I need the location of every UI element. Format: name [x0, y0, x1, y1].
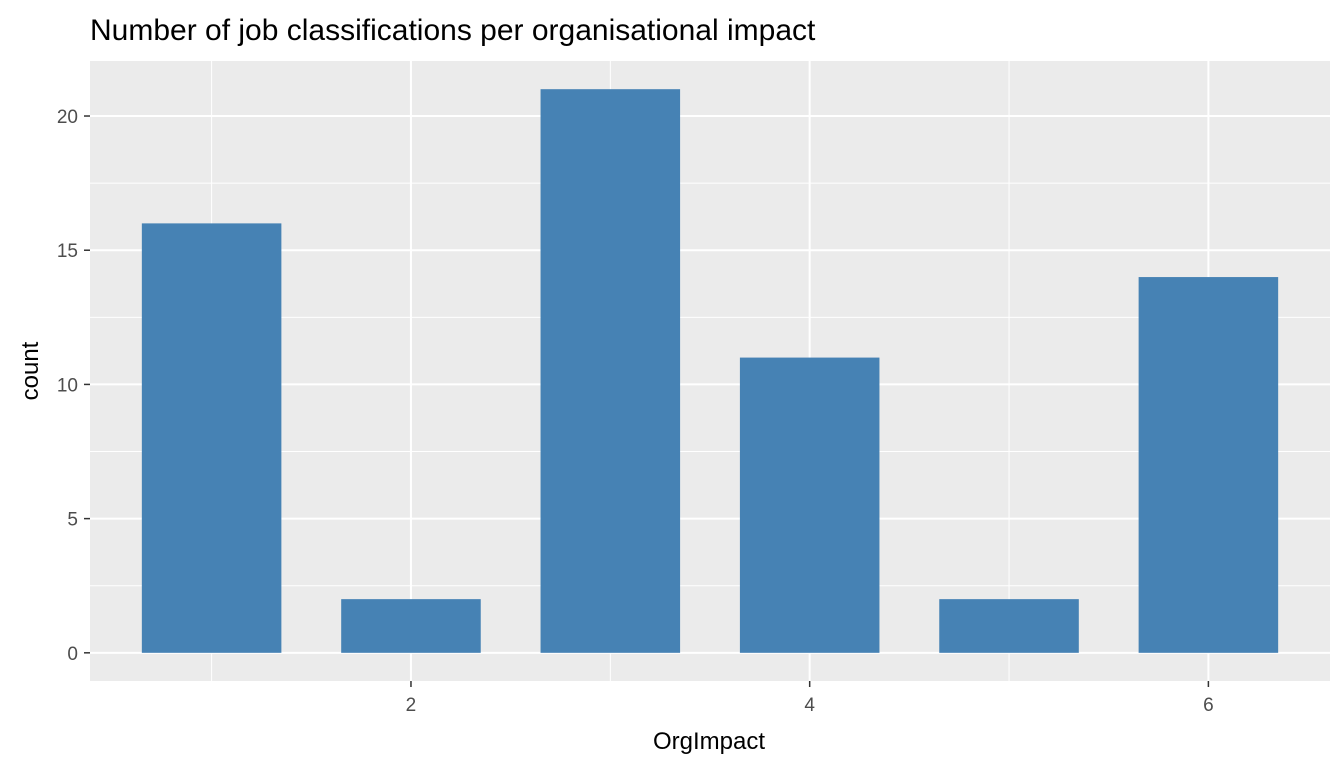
bar [1138, 277, 1279, 653]
plot-panel [90, 61, 1330, 681]
x-axis: 2 4 6 [406, 681, 1214, 716]
x-tick-label: 6 [1203, 695, 1214, 716]
bar [341, 599, 481, 653]
y-axis: 0 5 10 15 20 [57, 107, 90, 665]
bar [540, 89, 681, 653]
y-axis-title: count [17, 341, 44, 400]
y-tick-label: 15 [57, 241, 78, 262]
bar [939, 599, 1079, 653]
y-tick-label: 10 [57, 375, 78, 396]
y-tick-label: 20 [57, 107, 78, 128]
chart-title: Number of job classifications per organi… [90, 14, 816, 47]
y-tick-label: 0 [67, 644, 78, 665]
bars [141, 89, 1279, 653]
bar [141, 223, 282, 653]
bar [739, 357, 880, 653]
x-tick-label: 4 [804, 695, 815, 716]
y-tick-label: 5 [67, 510, 78, 531]
x-axis-title: OrgImpact [653, 728, 765, 755]
x-tick-label: 2 [406, 695, 417, 716]
